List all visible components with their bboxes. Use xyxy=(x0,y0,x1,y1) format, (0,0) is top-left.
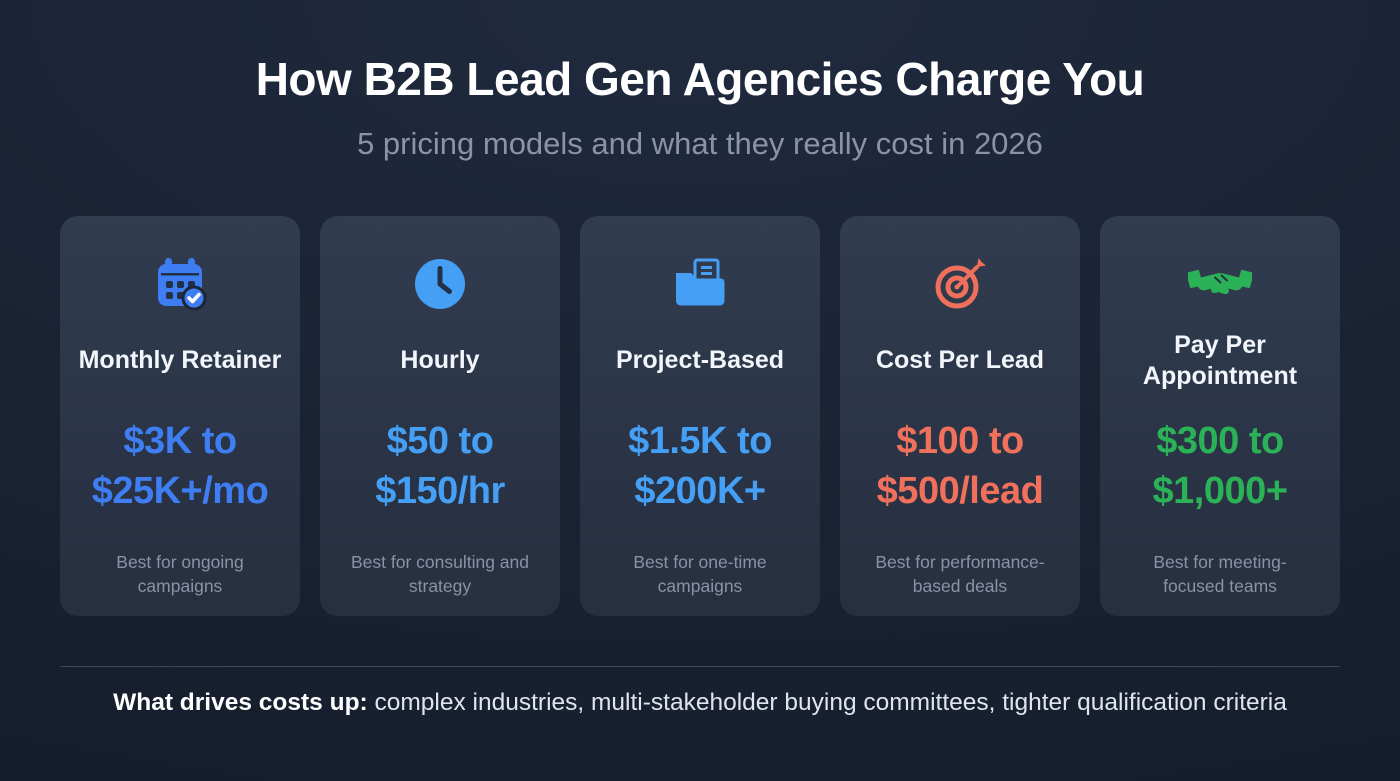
price-line: $200K+ xyxy=(634,470,766,512)
card-title: Project-Based xyxy=(615,346,785,375)
card-pay-per-appointment: Pay Per Appointment $300 to $1,000+ Best… xyxy=(1100,216,1340,616)
header: How B2B Lead Gen Agencies Charge You 5 p… xyxy=(0,0,1400,162)
price-line: $25K+/mo xyxy=(91,470,269,512)
card-price: $50 to $150/hr xyxy=(336,416,544,516)
price-line: $500/lead xyxy=(876,470,1044,512)
page-subtitle: 5 pricing models and what they really co… xyxy=(357,126,1043,161)
card-description: Best for ongoing campaigns xyxy=(116,552,244,596)
card-title: Cost Per Lead xyxy=(875,346,1045,375)
divider xyxy=(60,666,1340,667)
price-line: $300 to xyxy=(1156,420,1284,462)
price-line: $50 to xyxy=(386,420,494,462)
card-description: Best for one-time campaigns xyxy=(633,552,767,596)
card-description: Best for consulting and strategy xyxy=(350,552,530,596)
card-description: Best for meeting-focused teams xyxy=(1153,552,1287,596)
target-arrow-icon xyxy=(856,254,1064,314)
card-monthly-retainer: Monthly Retainer $3K to $25K+/mo Best fo… xyxy=(60,216,300,616)
card-hourly: Hourly $50 to $150/hr Best for consultin… xyxy=(320,216,560,616)
footer-note-text: complex industries, multi-stakeholder bu… xyxy=(374,689,1287,716)
clock-icon xyxy=(336,254,544,314)
card-price: $1.5K to $200K+ xyxy=(596,416,804,516)
footer-note: What drives costs up: complex industries… xyxy=(0,689,1400,717)
card-description: Best for performance-based deals xyxy=(875,552,1045,596)
price-line: $150/hr xyxy=(375,470,505,512)
pricing-cards: Monthly Retainer $3K to $25K+/mo Best fo… xyxy=(0,216,1400,616)
card-title: Hourly xyxy=(400,346,480,375)
calendar-check-icon xyxy=(76,254,284,314)
folder-documents-icon xyxy=(596,254,804,314)
card-cost-per-lead: Cost Per Lead $100 to $500/lead Best for… xyxy=(840,216,1080,616)
card-price: $3K to $25K+/mo xyxy=(76,416,284,516)
card-price: $300 to $1,000+ xyxy=(1116,416,1324,516)
card-title: Monthly Retainer xyxy=(78,346,282,375)
price-line: $1.5K to xyxy=(628,420,772,462)
handshake-icon xyxy=(1116,254,1324,314)
card-project-based: Project-Based $1.5K to $200K+ Best for o… xyxy=(580,216,820,616)
footer-note-label: What drives costs up: xyxy=(113,689,368,716)
price-line: $100 to xyxy=(896,420,1024,462)
price-line: $3K to xyxy=(123,420,237,462)
price-line: $1,000+ xyxy=(1152,470,1288,512)
page-title: How B2B Lead Gen Agencies Charge You xyxy=(255,53,1145,105)
card-price: $100 to $500/lead xyxy=(856,416,1064,516)
card-title: Pay Per Appointment xyxy=(1142,330,1298,390)
